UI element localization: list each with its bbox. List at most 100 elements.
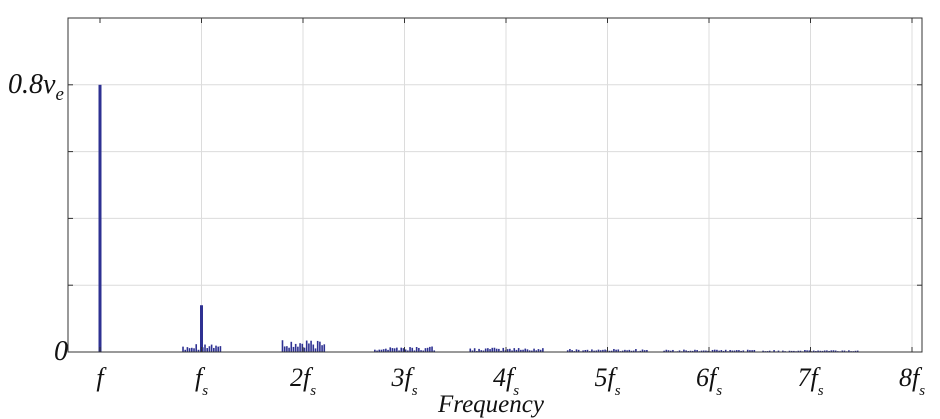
sideband-bar	[489, 349, 491, 352]
sideband-bar	[716, 349, 718, 352]
sideband-bar	[517, 348, 520, 352]
y-tick-label: 0.8ve	[8, 69, 64, 105]
sideband-bar	[834, 350, 837, 352]
labels-layer: f fs 2fs 3fs 4fs 5fs 6fs 7fs 8fs 0 0.8ve	[8, 69, 925, 399]
sideband-bar	[799, 350, 802, 352]
sideband-bar	[856, 350, 859, 352]
sideband-bar	[312, 344, 315, 352]
x-tick-label: f	[96, 363, 107, 392]
sideband-bar	[683, 349, 685, 352]
sideband-bar	[515, 349, 518, 352]
sideband-bar	[411, 347, 414, 352]
sideband-bar	[294, 343, 297, 352]
sideband-bar	[610, 350, 613, 352]
sideband-bar	[387, 349, 389, 352]
sideband-bar	[305, 340, 308, 352]
sideband-bar	[402, 348, 405, 352]
sideband-bar	[400, 347, 403, 352]
x-tick-label: 8fs	[899, 363, 925, 399]
sideband-bar	[385, 348, 387, 352]
sideband-bar	[292, 346, 295, 352]
sideband-bar	[382, 349, 385, 352]
sideband-bar	[193, 348, 195, 352]
sideband-bar	[303, 347, 306, 352]
sideband-bar	[577, 349, 580, 352]
x-tick-label: 3fs	[390, 363, 417, 399]
sideband-bar	[493, 347, 496, 352]
sideband-bar	[422, 350, 425, 352]
sideband-bar	[790, 350, 793, 352]
sideband-bar	[569, 348, 571, 352]
sideband-bar	[742, 350, 745, 352]
sideband-bar	[482, 350, 485, 352]
sideband-bar	[495, 348, 498, 352]
sideband-bar	[584, 349, 587, 352]
sideband-bar	[689, 350, 692, 352]
sideband-bar	[777, 350, 780, 352]
sideband-bar	[188, 348, 191, 352]
sideband-bar	[696, 350, 698, 352]
sideband-bar	[184, 349, 187, 352]
sideband-bar	[566, 350, 569, 352]
sideband-bar	[735, 350, 738, 352]
sideband-bar	[393, 348, 396, 352]
sideband-bar	[415, 347, 418, 352]
sideband-bar	[819, 350, 822, 352]
sideband-bar	[283, 346, 286, 352]
sideband-bar	[746, 349, 749, 352]
sideband-bar	[705, 350, 707, 352]
sideband-bar	[528, 350, 531, 352]
sideband-bar	[535, 350, 538, 352]
sideband-bar	[316, 340, 319, 352]
sideband-bar	[593, 350, 595, 352]
x-axis-label: Frequency	[437, 391, 545, 418]
x-tick-label: fs	[195, 363, 208, 399]
sideband-bar	[718, 350, 720, 352]
sideband-bar	[830, 350, 833, 352]
sideband-bar	[500, 350, 502, 352]
sideband-bar	[639, 350, 642, 352]
sideband-bar	[854, 350, 857, 352]
sideband-bar	[418, 347, 420, 352]
sideband-bar	[635, 349, 637, 352]
sideband-bar	[195, 344, 198, 352]
x-tick-label: 5fs	[594, 363, 620, 399]
sideband-bar	[522, 349, 524, 352]
sideband-bar	[729, 349, 731, 352]
sideband-bar	[604, 349, 606, 352]
sideband-bar	[191, 347, 193, 352]
sideband-bar	[672, 349, 674, 352]
sideband-bar	[788, 350, 791, 352]
sideband-bar	[751, 350, 753, 352]
sideband-bar	[484, 348, 487, 352]
sideband-bar	[841, 350, 844, 352]
sideband-bar	[413, 350, 416, 352]
sideband-bar	[843, 350, 846, 352]
sideband-bar	[391, 348, 394, 352]
sideband-bar	[621, 350, 624, 352]
sideband-bar	[424, 348, 427, 352]
sideband-bar	[537, 349, 540, 352]
sideband-bar	[617, 349, 620, 352]
sideband-bar	[407, 350, 409, 352]
sideband-bar	[591, 349, 593, 352]
sideband-bar	[740, 350, 742, 352]
sideband-bar	[480, 350, 483, 352]
sideband-bar	[630, 350, 633, 352]
sideband-bar	[396, 347, 398, 352]
sideband-bar	[429, 346, 431, 352]
sideband-bar	[773, 350, 775, 352]
sideband-bar	[473, 348, 476, 352]
sideband-bar	[597, 349, 600, 352]
sideband-bar	[624, 349, 626, 352]
sideband-bar	[817, 350, 819, 352]
sideband-bar	[498, 348, 500, 352]
sideband-bar	[398, 350, 400, 352]
sideband-bar	[506, 349, 509, 352]
sideband-bar	[806, 350, 808, 352]
sideband-bar	[702, 350, 705, 352]
sideband-bar	[197, 349, 200, 352]
sideband-bar	[643, 350, 646, 352]
sideband-bar	[602, 349, 604, 352]
